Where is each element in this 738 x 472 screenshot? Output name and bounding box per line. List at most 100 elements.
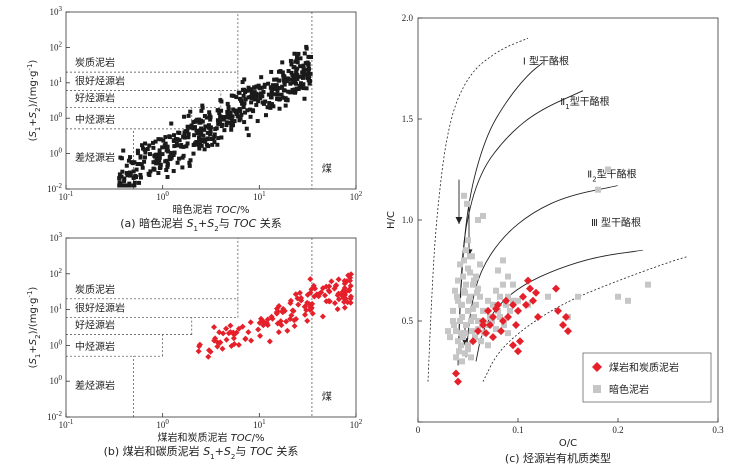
- y-tick-label-part: 10: [50, 113, 60, 123]
- data-point: [203, 139, 208, 144]
- data-point: [235, 114, 240, 119]
- data-point: [125, 173, 130, 178]
- data-point: [255, 119, 260, 124]
- data-point: [485, 297, 491, 304]
- y-tick-label-part: -2: [56, 410, 62, 418]
- y-tick-label: 102: [50, 267, 63, 279]
- y-tick-label: 103: [50, 5, 63, 17]
- data-point: [238, 109, 243, 114]
- data-point: [529, 296, 537, 305]
- data-point: [181, 153, 186, 158]
- data-point: [238, 116, 243, 121]
- data-point: [477, 293, 483, 300]
- data-point: [474, 289, 480, 296]
- data-point: [469, 337, 477, 346]
- zone-label: 炭质泥岩: [75, 283, 115, 296]
- x-tick-label: 0.1: [512, 425, 523, 435]
- data-point: [495, 307, 501, 314]
- data-point: [205, 353, 212, 360]
- data-point: [266, 338, 273, 345]
- y-axis-label-part: 2: [34, 107, 42, 111]
- y-axis-label: (S1+S2)/(mg·g-1): [26, 60, 42, 142]
- data-point: [467, 293, 473, 300]
- data-point: [465, 346, 471, 353]
- data-point: [243, 110, 248, 115]
- data-point: [334, 306, 341, 313]
- data-point: [465, 237, 471, 244]
- data-point: [212, 132, 217, 137]
- data-point: [319, 313, 326, 320]
- data-point: [158, 165, 163, 170]
- data-point: [465, 342, 471, 349]
- data-point: [223, 336, 230, 343]
- y-tick-label-part: 0: [59, 147, 63, 155]
- data-point: [564, 327, 572, 336]
- data-point: [243, 97, 248, 102]
- data-point: [259, 85, 264, 90]
- data-point: [294, 81, 299, 86]
- data-point: [210, 142, 215, 147]
- data-point: [479, 321, 487, 330]
- data-point: [344, 299, 351, 306]
- data-point: [288, 81, 293, 86]
- data-point: [121, 148, 126, 153]
- data-point: [459, 313, 465, 320]
- data-point: [156, 137, 161, 142]
- data-point: [473, 301, 479, 308]
- data-point: [200, 105, 205, 110]
- data-point: [246, 85, 251, 90]
- data-point: [172, 133, 177, 138]
- data-point: [215, 108, 220, 113]
- data-point: [266, 81, 271, 86]
- data-point: [302, 303, 309, 310]
- data-point: [218, 121, 223, 126]
- data-point: [532, 288, 540, 297]
- zone-label: 很好烃源岩: [75, 302, 125, 315]
- x-axis-label: O/C: [559, 438, 577, 449]
- data-point: [262, 84, 267, 89]
- data-point: [185, 124, 190, 129]
- data-point: [124, 163, 129, 168]
- data-point: [306, 66, 311, 71]
- data-point: [242, 101, 247, 106]
- plot-frame: [65, 11, 357, 190]
- y-tick-label-part: 10: [50, 305, 60, 315]
- data-point: [297, 83, 302, 88]
- data-point: [122, 178, 127, 183]
- data-point: [347, 282, 354, 289]
- x-tick-label-part: 10: [59, 192, 69, 202]
- data-point: [207, 110, 212, 115]
- data-point: [311, 293, 318, 300]
- x-tick-label-part: 2: [359, 190, 363, 198]
- data-point: [156, 161, 161, 166]
- zone-label: 好烃源岩: [75, 319, 115, 332]
- data-point: [212, 335, 219, 342]
- x-tick-label-part: -1: [68, 190, 74, 198]
- data-point: [143, 150, 148, 155]
- data-point: [254, 95, 259, 100]
- data-point: [493, 287, 499, 294]
- data-point: [119, 156, 124, 161]
- data-point: [306, 63, 311, 68]
- data-point: [151, 145, 156, 150]
- data-point: [322, 292, 329, 299]
- data-point: [293, 73, 298, 78]
- y-tick-label-part: 2: [59, 40, 63, 48]
- envelope-lower: [482, 255, 689, 382]
- data-point: [458, 301, 464, 308]
- data-point: [290, 308, 297, 315]
- data-point: [254, 102, 259, 107]
- data-point: [181, 144, 186, 149]
- data-point: [206, 144, 211, 149]
- data-point: [239, 98, 244, 103]
- x-tick-label: 101: [253, 190, 266, 202]
- data-point: [288, 90, 293, 95]
- data-point: [229, 93, 234, 98]
- data-point: [202, 127, 207, 132]
- data-point: [304, 44, 309, 49]
- data-point: [575, 293, 581, 300]
- x-axis-label: 煤岩和炭质泥岩 TOC/%: [157, 431, 264, 444]
- y-tick-label: 0.5: [402, 316, 414, 326]
- y-axis-label-part: +: [28, 118, 39, 126]
- y-tick-label: 10-2: [47, 410, 62, 422]
